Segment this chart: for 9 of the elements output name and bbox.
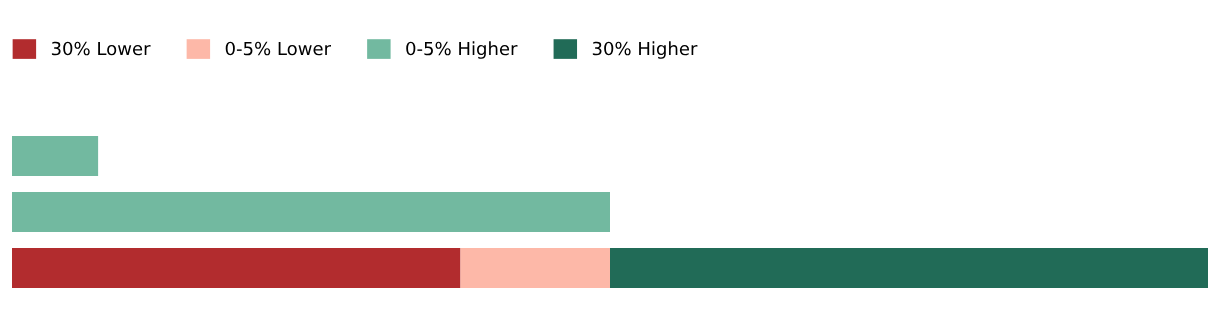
legend-label: 0-5% Lower	[225, 41, 332, 56]
legend-label: 30% Lower	[51, 41, 151, 56]
bar	[460, 248, 610, 288]
bar	[12, 248, 461, 288]
bar	[610, 248, 1208, 288]
bar	[12, 136, 99, 176]
bar	[12, 192, 610, 232]
legend-label: 0-5% Higher	[406, 41, 518, 59]
legend-label: 30% Higher	[592, 41, 698, 59]
